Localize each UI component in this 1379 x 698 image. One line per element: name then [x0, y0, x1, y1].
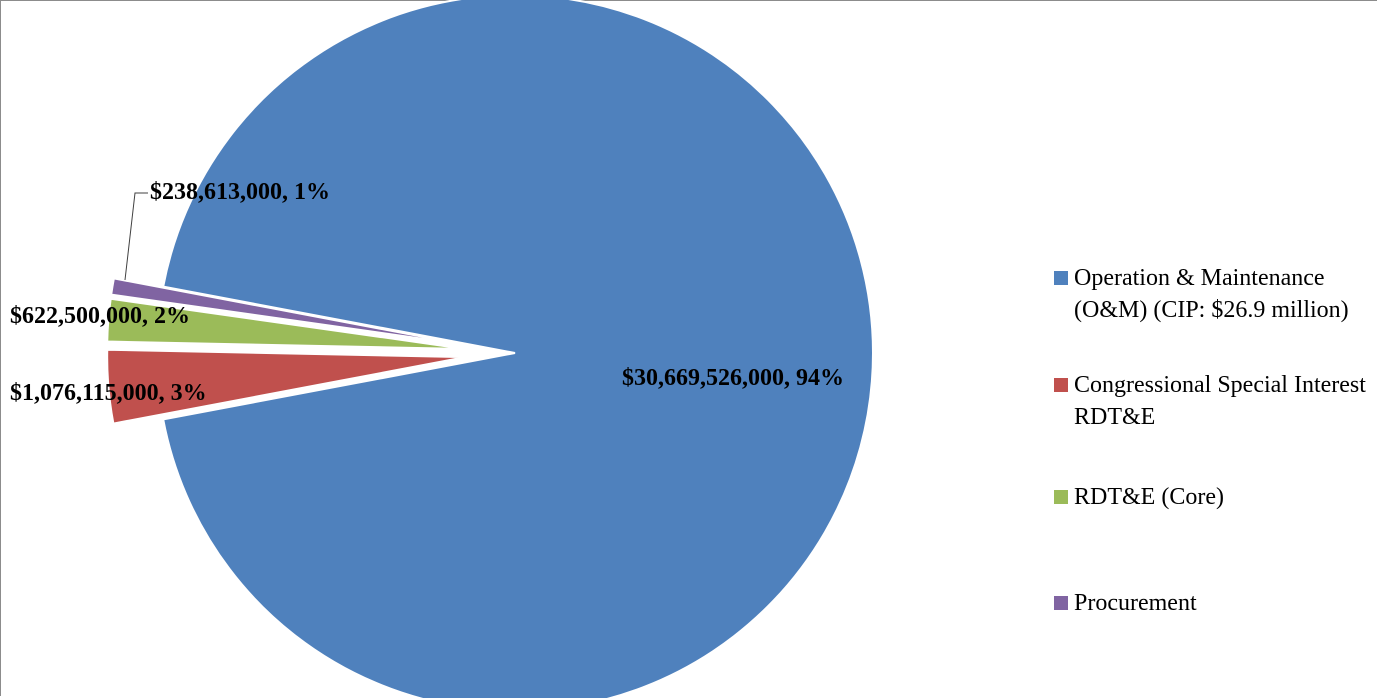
legend-swatch-procurement	[1054, 596, 1068, 610]
pie-slices	[106, 0, 874, 698]
data-label-om: $30,669,526,000, 94%	[622, 365, 844, 391]
legend-label-congressional: Congressional Special Interest RDT&E	[1074, 372, 1366, 430]
legend-item-congressional: Congressional Special Interest RDT&E	[1054, 369, 1379, 433]
legend-swatch-om	[1054, 271, 1068, 285]
legend-label-procurement: Procurement	[1074, 590, 1197, 616]
pie-slice-om	[162, 0, 874, 698]
legend-label-rdte-core: RDT&E (Core)	[1074, 484, 1224, 510]
pie-slice-congressional	[106, 348, 466, 425]
leader-line-procurement	[124, 192, 148, 281]
legend-swatch-rdte-core	[1054, 490, 1068, 504]
data-label-congressional: $1,076,115,000, 3%	[10, 380, 207, 406]
pie-slice-procurement	[110, 277, 466, 346]
data-label-procurement: $238,613,000, 1%	[150, 179, 330, 205]
data-label-rdte-core: $622,500,000, 2%	[10, 303, 190, 329]
legend-label-om: Operation & Maintenance (O&M) (CIP: $26.…	[1074, 265, 1349, 323]
pie-slice-rdte-core	[106, 297, 466, 350]
legend-item-om: Operation & Maintenance (O&M) (CIP: $26.…	[1054, 262, 1379, 326]
legend-item-rdte-core: RDT&E (Core)	[1054, 481, 1379, 513]
legend-swatch-congressional	[1054, 378, 1068, 392]
legend-item-procurement: Procurement	[1054, 587, 1379, 619]
